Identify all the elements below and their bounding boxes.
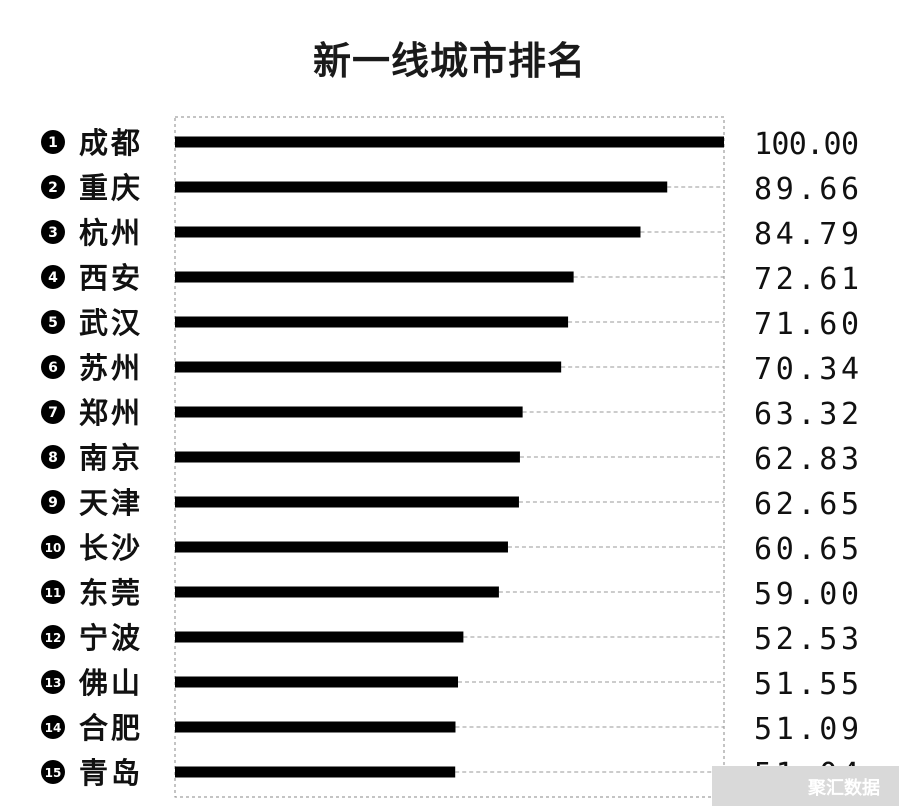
city-label: 成都 [79,126,143,160]
rank-badge [41,580,65,604]
value-label: 51.09 [754,712,859,747]
city-label: 苏州 [79,351,143,385]
city-label: 南京 [79,441,143,475]
city-label: 青岛 [79,756,143,790]
rank-badge [41,715,65,739]
value-label: 60.65 [754,532,859,567]
rank-badge [41,355,65,379]
rank-badge [41,625,65,649]
rank-badge [41,400,65,424]
value-label: 72.61 [754,262,859,297]
rank-badge [41,490,65,514]
value-label: 62.65 [754,487,859,522]
bar [175,451,520,463]
bar [175,181,668,193]
value-label: 51.55 [754,667,859,702]
rank-badge [41,175,65,199]
value-label: 100.00 [754,127,859,162]
city-label: 宁波 [79,621,143,655]
rank-badge [41,310,65,334]
bar [175,586,499,598]
value-label: 52.53 [754,622,859,657]
rank-badge [41,760,65,784]
bar [175,496,519,508]
chart-title: 新一线城市排名 [312,39,586,83]
value-label: 70.34 [754,352,859,387]
city-label: 东莞 [79,576,143,610]
city-label: 杭州 [79,216,143,250]
bar [175,406,523,418]
rank-number: 8 [48,450,58,466]
rank-number: 13 [45,676,62,690]
rank-number: 2 [48,180,58,196]
rank-number: 3 [48,225,58,241]
rank-badge [41,670,65,694]
value-label: 71.60 [754,307,859,342]
city-label: 长沙 [79,531,143,565]
rank-number: 12 [45,631,62,645]
rank-number: 11 [45,586,62,600]
value-label: 62.83 [754,442,859,477]
bar [175,721,456,733]
city-label: 合肥 [79,711,143,745]
rank-number: 14 [45,721,62,735]
bar [175,541,508,553]
value-label: 59.00 [754,577,859,612]
bar [175,631,464,643]
bar [175,361,562,373]
bar [175,766,456,778]
rank-badge [41,445,65,469]
bar [175,136,724,148]
watermark: 聚汇数据 [712,766,899,806]
rank-badge [41,535,65,559]
city-label: 天津 [79,486,143,520]
bar [175,226,641,238]
rank-number: 5 [48,315,58,331]
rank-number: 4 [48,270,58,286]
rank-badge [41,130,65,154]
city-label: 西安 [79,261,143,295]
bar [175,676,459,688]
value-label: 63.32 [754,397,859,432]
bar [175,271,574,283]
city-label: 佛山 [78,666,143,700]
rank-number: 7 [48,405,58,421]
rank-number: 1 [48,135,58,151]
rank-badge [41,265,65,289]
city-label: 重庆 [79,171,143,205]
value-label: 84.79 [754,217,859,252]
city-label: 郑州 [79,396,143,430]
rank-number: 15 [45,766,62,780]
city-label: 武汉 [79,306,143,340]
rank-number: 10 [45,541,62,555]
rank-number: 9 [48,495,58,511]
watermark-text: 聚汇数据 [808,778,880,799]
value-label: 89.66 [754,172,859,207]
rank-badge [41,220,65,244]
bar [175,316,569,328]
rank-number: 6 [48,360,58,376]
